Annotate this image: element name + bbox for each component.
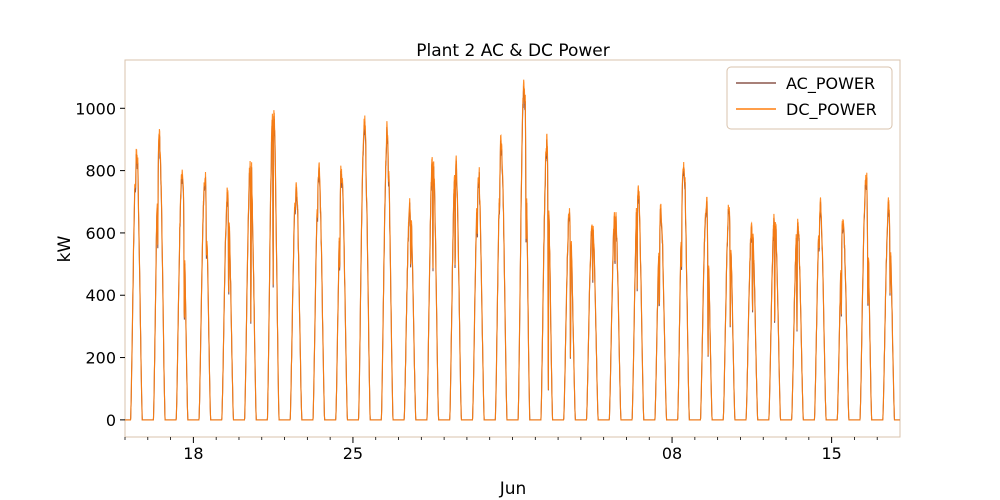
y-tick-label-600: 600 <box>85 224 116 243</box>
y-tick-label-800: 800 <box>85 162 116 181</box>
x-tick-label-08: 08 <box>662 444 682 463</box>
legend-label-ac: AC_POWER <box>786 74 875 94</box>
legend: AC_POWER DC_POWER <box>726 66 893 130</box>
y-axis-label: kW <box>55 235 75 262</box>
x-tick-label-18: 18 <box>183 444 203 463</box>
x-tick-label-15: 15 <box>821 444 841 463</box>
y-tick-label-400: 400 <box>85 286 116 305</box>
x-axis: 18 25 08 15 <box>124 437 878 463</box>
legend-label-dc: DC_POWER <box>786 100 877 120</box>
series-layer <box>125 79 900 421</box>
y-tick-label-0: 0 <box>106 411 116 430</box>
y-axis: 0 200 400 600 800 1000 <box>75 99 125 430</box>
chart-title: Plant 2 AC & DC Power <box>416 41 609 61</box>
y-tick-label-200: 200 <box>85 349 116 368</box>
x-axis-label: Jun <box>499 479 527 499</box>
series-line-dc-power <box>125 79 900 421</box>
x-tick-label-25: 25 <box>343 444 363 463</box>
y-tick-label-1000: 1000 <box>75 99 116 118</box>
